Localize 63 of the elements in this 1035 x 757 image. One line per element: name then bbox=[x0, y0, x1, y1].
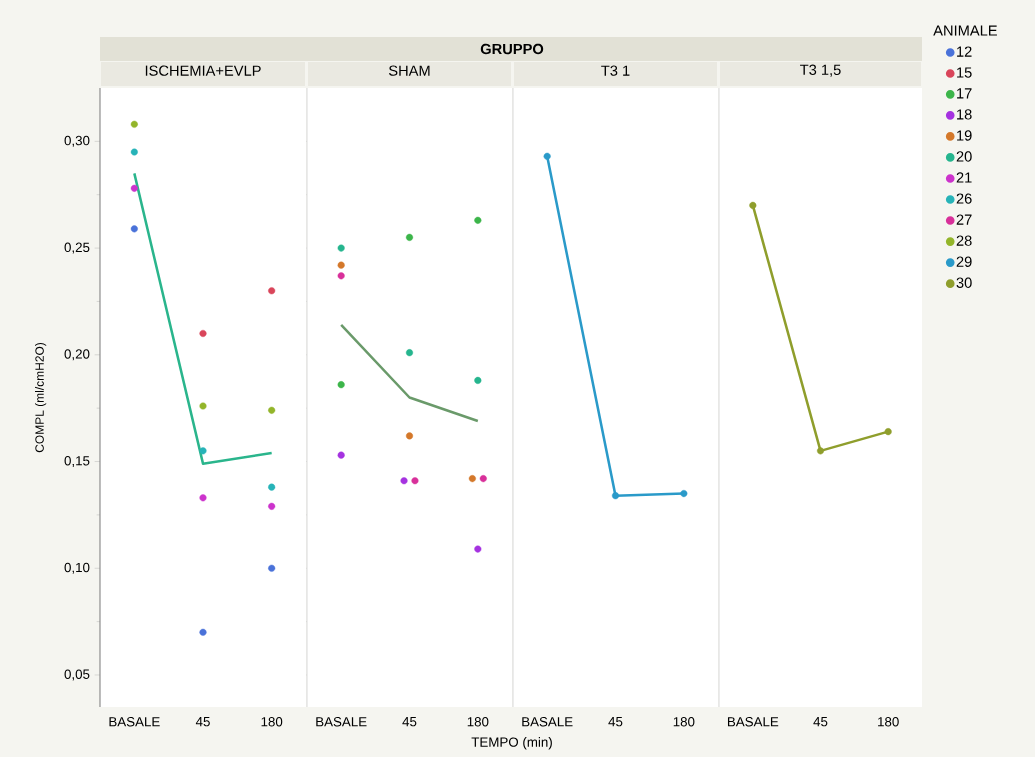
y-tick-label: 0,15 bbox=[64, 456, 90, 468]
legend-label: 26 bbox=[956, 193, 972, 204]
legend-label: 12 bbox=[957, 46, 972, 57]
point bbox=[337, 381, 345, 389]
point bbox=[268, 502, 276, 510]
x-tick-label: 180 bbox=[467, 717, 489, 727]
point bbox=[474, 216, 482, 224]
y-axis-title: COMPL (ml/cmH2O) bbox=[35, 342, 47, 453]
chart-title: T3 1,5 bbox=[800, 64, 841, 77]
y-tick-label: 0,30 bbox=[64, 135, 90, 147]
x-tick-label: 45 bbox=[608, 717, 623, 727]
x-tick-label: 180 bbox=[878, 717, 899, 727]
legend-title: ANIMALE bbox=[933, 25, 997, 36]
y-tick-label: 0,25 bbox=[64, 242, 90, 254]
point bbox=[199, 628, 207, 636]
point bbox=[199, 402, 207, 410]
chart-title: SHAM bbox=[388, 65, 430, 76]
x-tick-label: BASALE bbox=[316, 717, 367, 727]
point bbox=[130, 225, 138, 233]
point bbox=[199, 447, 207, 455]
legend-label: 17 bbox=[957, 88, 972, 99]
y-tick-label: 0,20 bbox=[64, 349, 90, 361]
x-tick-label: BASALE bbox=[727, 717, 779, 727]
legend-label: 29 bbox=[956, 256, 972, 267]
y-tick-label: 0,05 bbox=[64, 669, 90, 681]
legend-label: 21 bbox=[956, 172, 972, 183]
point bbox=[130, 148, 138, 156]
point bbox=[337, 272, 345, 280]
point bbox=[474, 545, 482, 553]
point bbox=[268, 287, 276, 295]
text: GRUPPO bbox=[480, 43, 544, 55]
legend-label: 20 bbox=[956, 151, 972, 162]
point bbox=[337, 451, 345, 459]
x-tick-label: 45 bbox=[402, 717, 417, 727]
point bbox=[405, 349, 414, 357]
point bbox=[199, 329, 207, 337]
legend-label: 18 bbox=[957, 109, 972, 120]
point bbox=[474, 376, 482, 384]
chart-title: T3 1 bbox=[601, 65, 630, 76]
legend-label: 15 bbox=[957, 67, 972, 78]
point bbox=[268, 406, 276, 414]
point bbox=[199, 494, 207, 502]
chart-title: ISCHEMIA+EVLP bbox=[145, 65, 261, 76]
x-tick-label: 45 bbox=[813, 717, 828, 727]
legend-label: 27 bbox=[956, 214, 972, 225]
legend-label: 28 bbox=[956, 235, 972, 246]
x-axis-title: TEMPO (min) bbox=[471, 737, 552, 750]
x-tick-label: BASALE bbox=[522, 717, 573, 727]
point bbox=[337, 244, 345, 252]
y-tick-label: 0,10 bbox=[64, 562, 90, 574]
legend-label: 30 bbox=[956, 277, 972, 288]
point bbox=[130, 120, 138, 128]
x-tick-label: 180 bbox=[261, 717, 283, 727]
point bbox=[337, 261, 345, 269]
x-tick-label: 45 bbox=[195, 717, 210, 727]
x-tick-label: BASALE bbox=[109, 717, 160, 727]
legend-label: 19 bbox=[957, 130, 972, 141]
point bbox=[405, 233, 414, 241]
point bbox=[268, 564, 276, 572]
point bbox=[130, 184, 138, 192]
point bbox=[405, 432, 414, 440]
point bbox=[268, 483, 276, 491]
x-tick-label: 180 bbox=[673, 717, 695, 727]
